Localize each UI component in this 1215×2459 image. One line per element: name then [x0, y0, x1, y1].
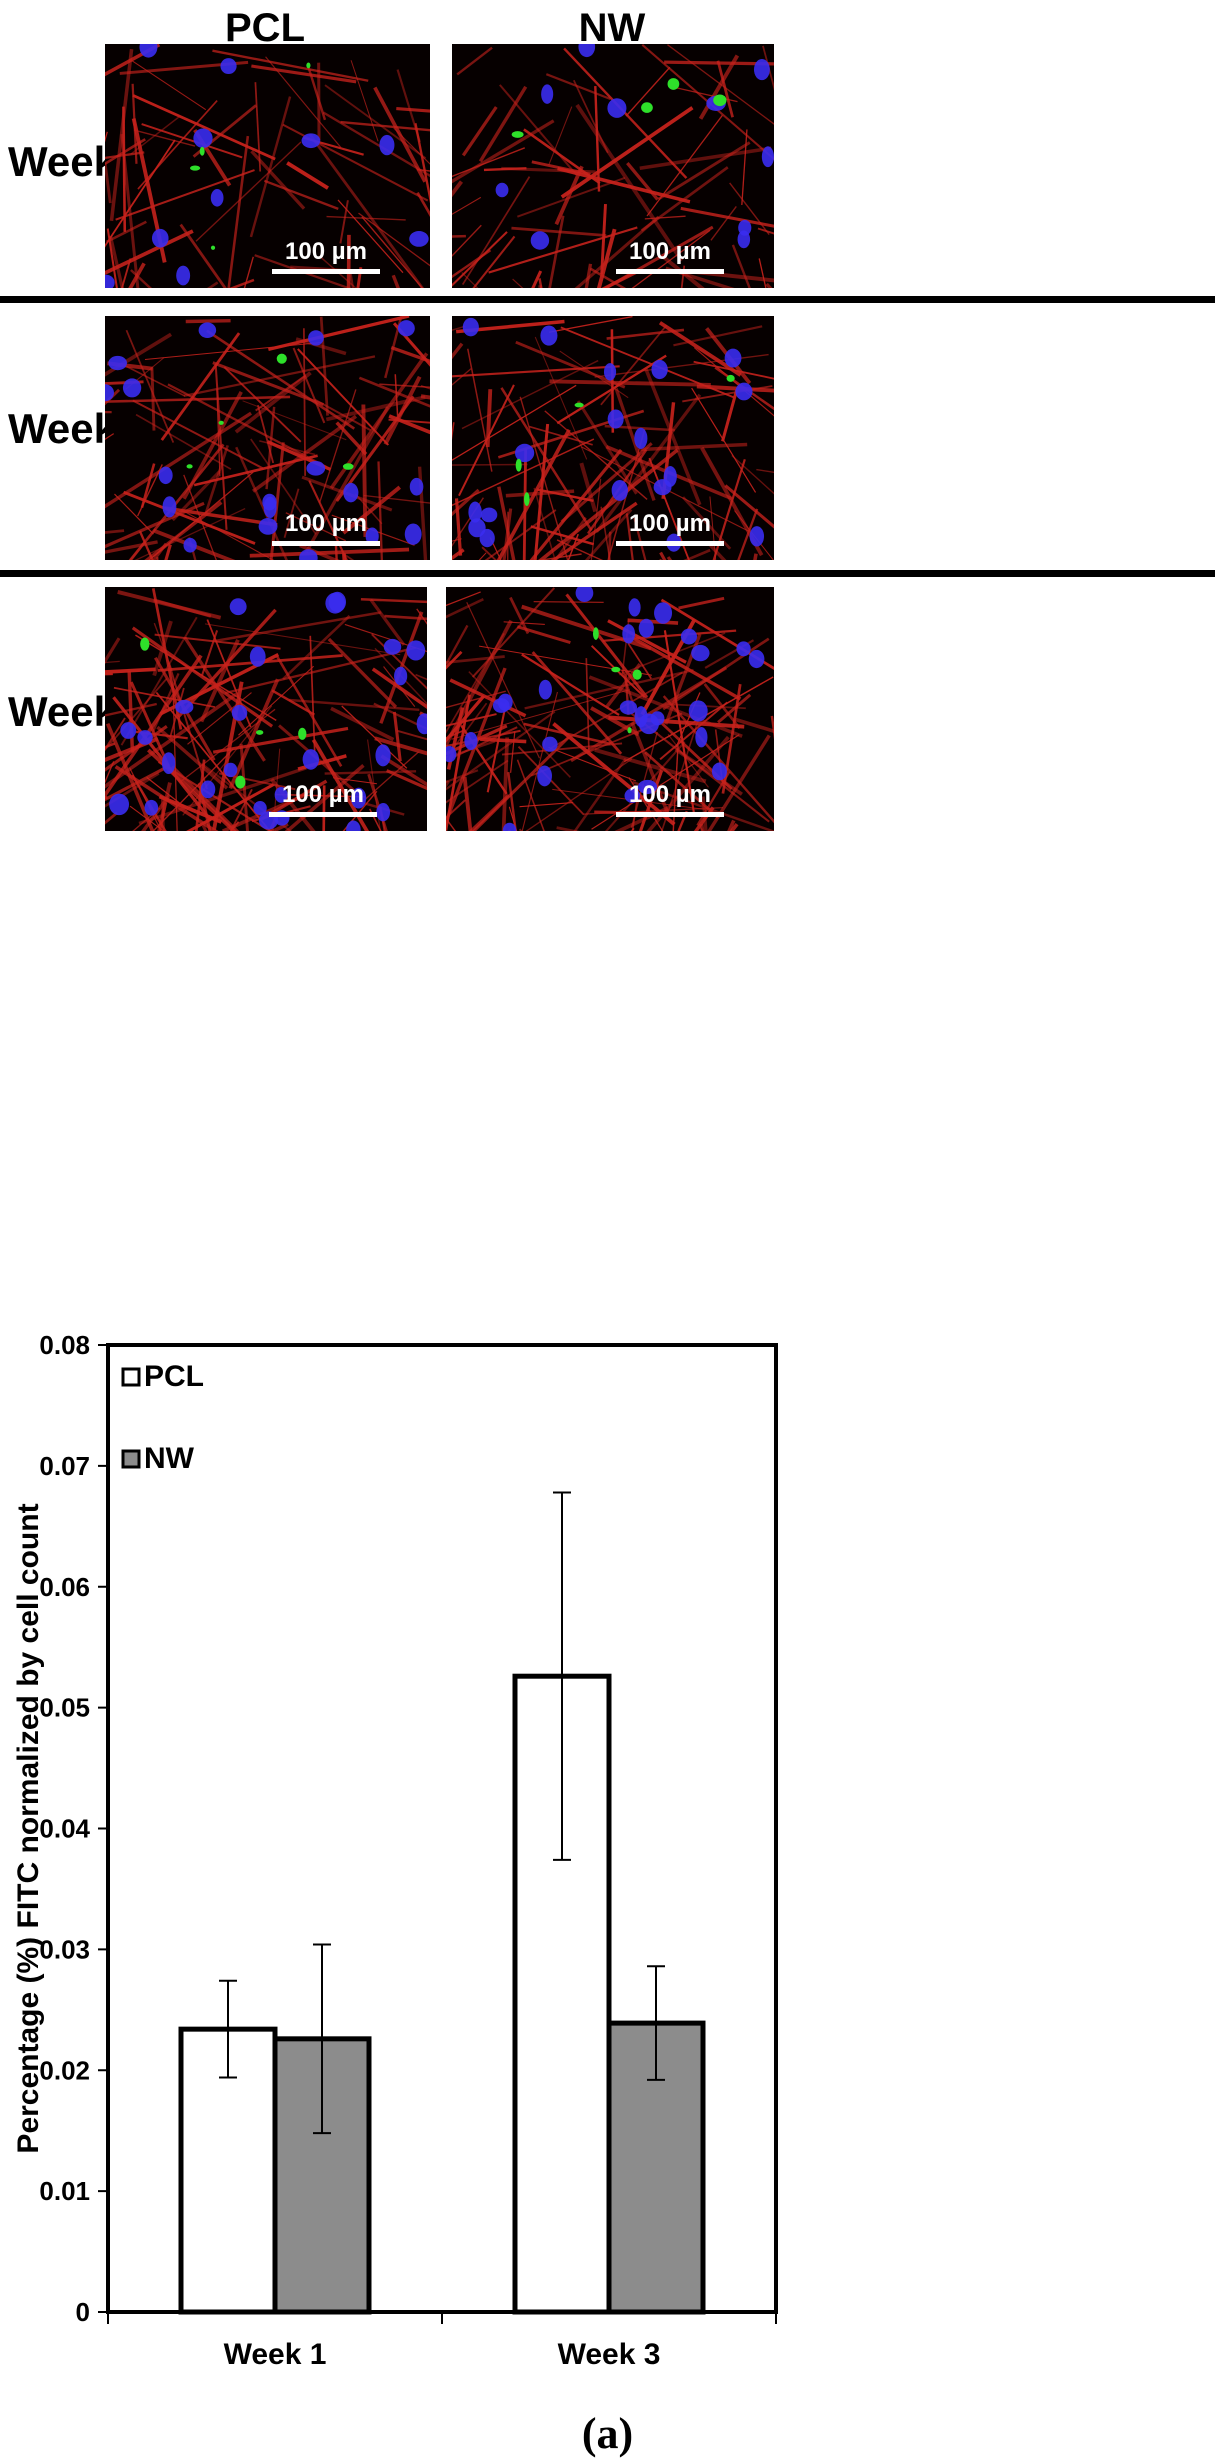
y-tick-label: 0.01 [39, 2176, 90, 2206]
row-divider-1 [0, 296, 1215, 303]
bar-chart: 0 0.01 0.02 0.03 0.04 0.05 0.06 0.07 0.08 Percent… [0, 1300, 1215, 2400]
scale-bar-label: 100 µm [590, 238, 750, 266]
y-tick-label: 0.06 [39, 1572, 90, 1602]
legend-swatch-nw [123, 1451, 139, 1467]
scale-bar [272, 541, 380, 546]
y-tick-label: 0.08 [39, 1330, 90, 1360]
x-tick-label: Week 3 [558, 2338, 661, 2371]
y-tick-label: 0.02 [39, 2055, 90, 2085]
micrograph-nw-week-1: 100 µm [452, 44, 774, 288]
scale-bar-label: 100 µm [243, 781, 403, 809]
legend-label-nw: NW [144, 1442, 195, 1475]
scale-bar-label: 100 µm [246, 510, 406, 538]
y-tick-label: 0.07 [39, 1451, 90, 1481]
scale-bar-label: 100 µm [246, 238, 406, 266]
figure-caption: (a) [0, 2408, 1215, 2459]
legend-label-pcl: PCL [144, 1360, 204, 1393]
scale-bar [616, 269, 724, 274]
y-axis-label: Percentage (%) FITC normalized by cell c… [12, 1503, 45, 2153]
scale-bar [616, 812, 724, 817]
scale-bar [272, 269, 380, 274]
micrograph-nw-week-3: 100 µm [446, 587, 774, 831]
legend-swatch-pcl [123, 1369, 139, 1385]
x-tick-label: Week 1 [224, 2338, 327, 2371]
y-tick-label: 0.05 [39, 1693, 90, 1723]
micrograph-nw-week-2: 100 µm [452, 316, 774, 560]
scale-bar-label: 100 µm [590, 781, 750, 809]
y-tick-label: 0.04 [39, 1814, 90, 1844]
y-tick-label: 0.03 [39, 1934, 90, 1964]
scale-bar-label: 100 µm [590, 510, 750, 538]
micrograph-pcl-week-2: 100 µm [105, 316, 430, 560]
scale-bar [616, 541, 724, 546]
micrograph-pcl-week-1: 100 µm [105, 44, 430, 288]
scale-bar [269, 812, 377, 817]
row-divider-2 [0, 570, 1215, 577]
micrograph-pcl-week-3: 100 µm [105, 587, 427, 831]
y-tick-label: 0 [76, 2297, 90, 2327]
